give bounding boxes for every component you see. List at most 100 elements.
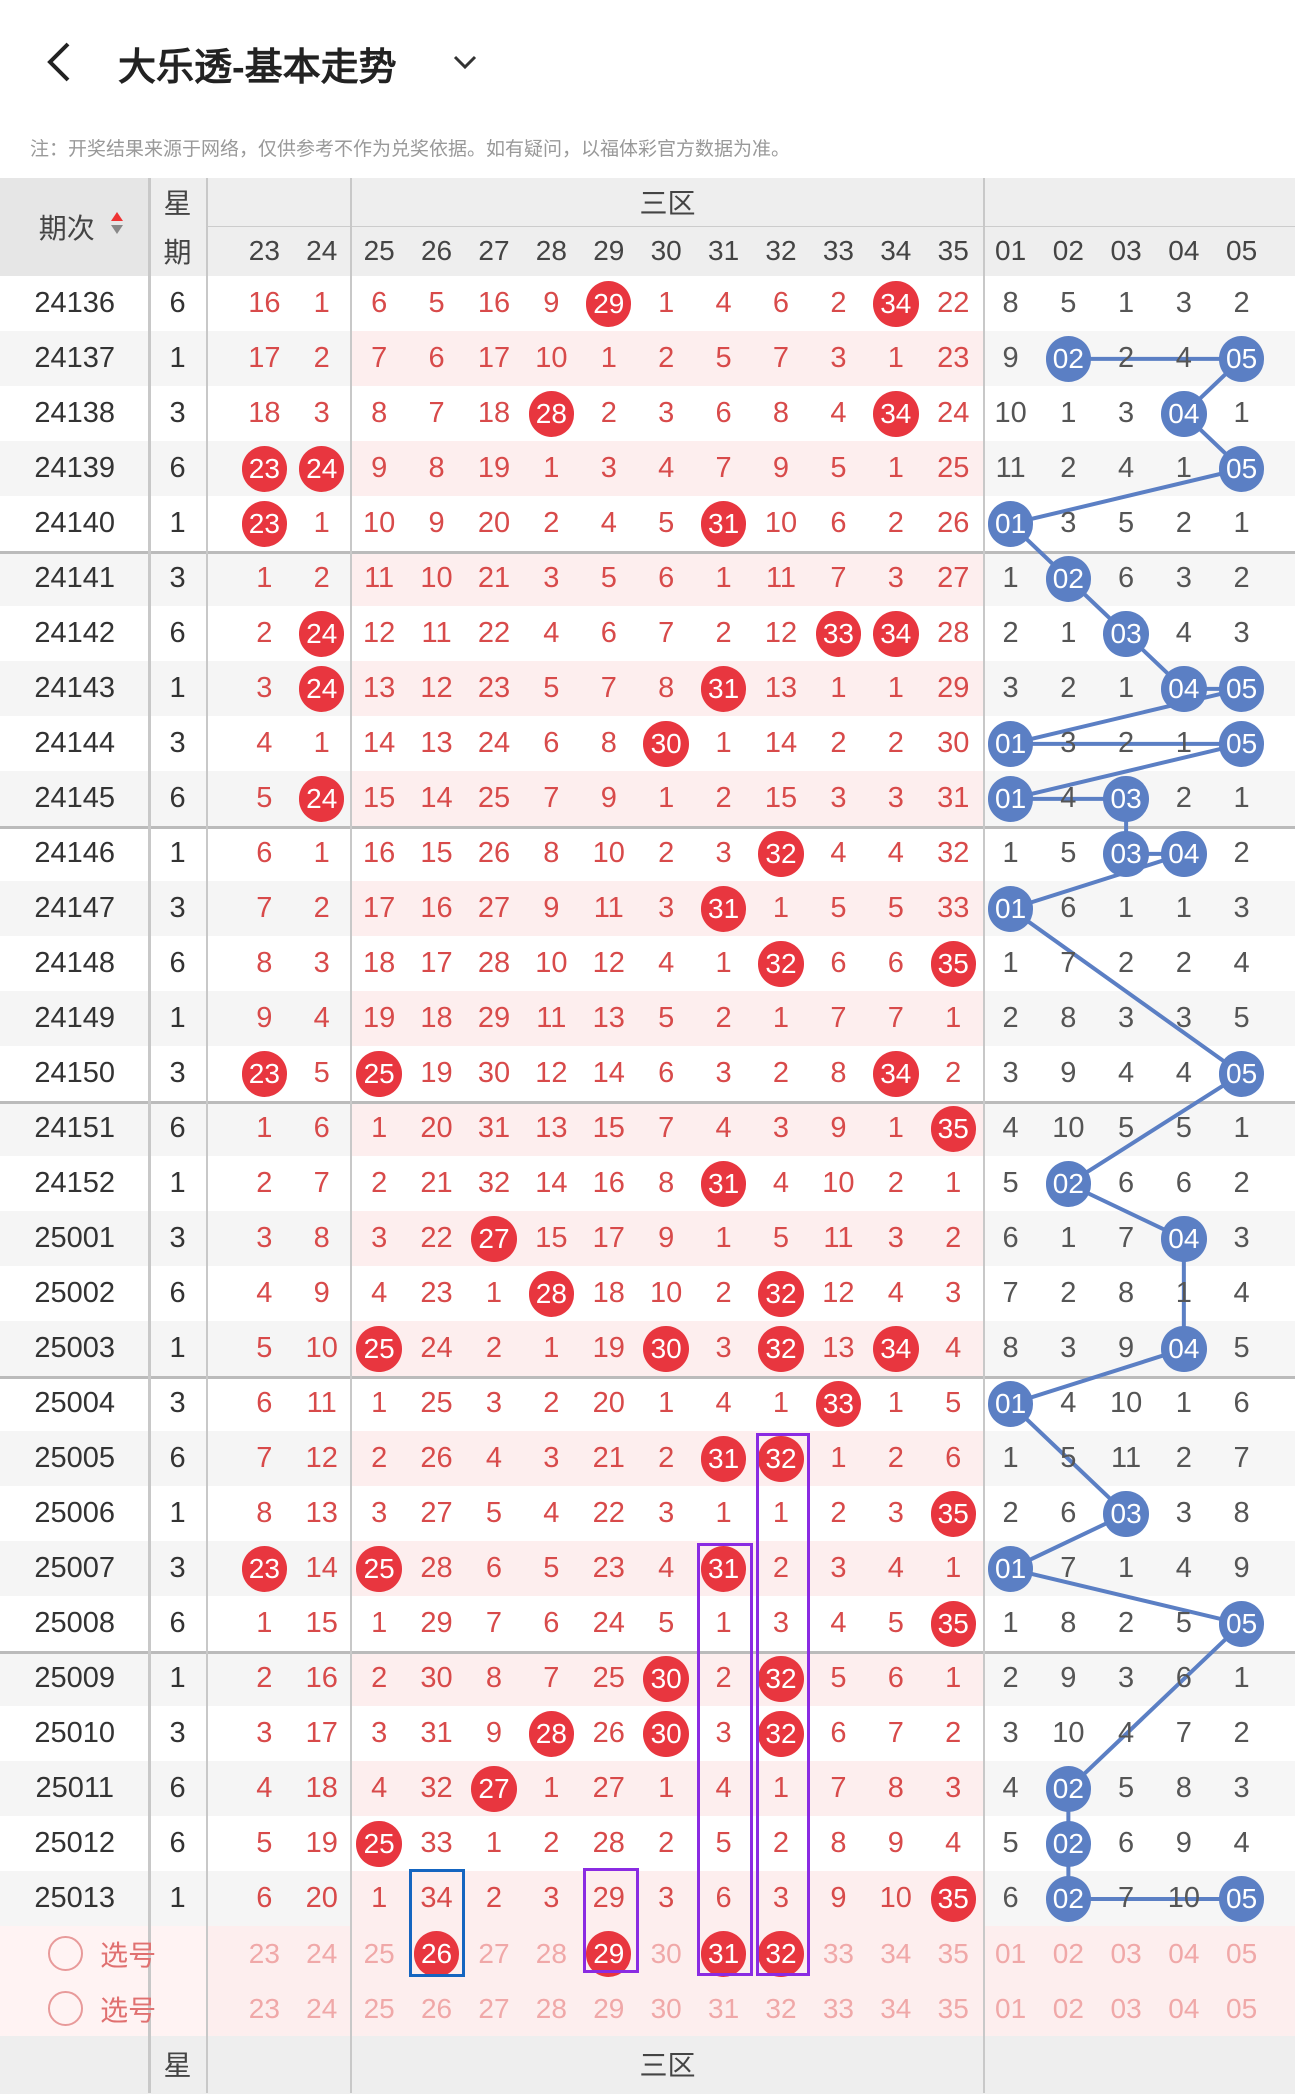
omission: 1 [1233,397,1250,430]
omission: 5 [887,1607,904,1640]
blue-ball: 01 [987,501,1034,547]
pick-col: 28 [535,1992,567,2024]
header-bg [0,177,1295,277]
omission: 17 [248,342,281,375]
omission: 18 [305,1772,338,1805]
omission: 34 [420,1882,453,1915]
omission: 5 [887,892,904,925]
omission: 2 [543,507,560,540]
omission: 7 [1233,1442,1250,1475]
group-line [0,1101,1295,1105]
blue-ball: 02 [1045,1766,1092,1812]
weekday: 6 [169,1112,186,1145]
omission: 15 [305,1607,338,1640]
red-ball: 23 [241,446,288,492]
back-button[interactable] [40,40,80,85]
blue-ball: 04 [1161,391,1207,437]
blue-ball: 05 [1218,1601,1265,1647]
omission: 7 [1118,1882,1135,1915]
omission: 9 [428,507,445,540]
blue-ball: 05 [1218,1051,1265,1097]
omission: 1 [1118,892,1135,925]
blue-ball: 05 [1218,336,1265,382]
omission: 4 [543,617,560,650]
row-bg [983,1651,1295,1707]
weekday: 1 [169,672,186,705]
red-ball: 25 [356,1546,402,1592]
omission: 2 [658,1827,675,1860]
omission: 6 [256,1387,273,1420]
dropdown-icon[interactable] [452,52,478,72]
omission: 17 [363,892,396,925]
omission: 10 [363,507,396,540]
omission: 2 [1060,672,1077,705]
omission: 2 [658,342,675,375]
blue-ball: 04 [1161,831,1207,877]
omission: 5 [830,1662,847,1695]
omission: 1 [1175,452,1192,485]
front-col-header: 29 [593,234,625,266]
omission: 3 [772,1607,790,1640]
header-line [206,225,1295,227]
pick-col: 33 [822,1992,854,2024]
sort-icon[interactable] [109,210,130,245]
omission: 25 [477,782,511,815]
omission: 30 [937,727,970,760]
omission: 5 [1175,1112,1192,1145]
omission: 9 [485,1717,503,1750]
omission: 30 [420,1662,453,1695]
omission: 2 [1233,1167,1250,1200]
omission: 4 [715,1772,732,1805]
row-bg [351,551,984,607]
issue: 25008 [34,1607,116,1640]
omission: 4 [1118,1717,1135,1750]
omission: 2 [658,1442,675,1475]
omission: 11 [364,562,395,595]
omission: 2 [256,1167,273,1200]
omission: 4 [1175,342,1192,375]
omission: 6 [1233,1387,1250,1420]
omission: 9 [830,1112,847,1145]
omission: 19 [420,1057,453,1090]
omission: 3 [256,672,273,705]
red-ball: 35 [930,1491,976,1537]
omission: 1 [887,1112,904,1145]
omission: 1 [1002,562,1019,595]
omission: 20 [420,1112,453,1145]
omission: 7 [543,782,560,815]
omission: 1 [543,1772,560,1805]
zone-header: 三区 [639,187,696,219]
omission: 18 [248,397,281,430]
red-ball: 25 [356,1051,402,1097]
weekday: 3 [169,727,186,760]
omission: 14 [420,782,453,815]
omission: 1 [313,507,330,540]
omission: 7 [543,1662,560,1695]
pick-col: 01 [995,1937,1027,1969]
red-ball: 24 [299,776,345,822]
omission: 8 [830,1057,847,1090]
omission: 7 [1060,1552,1077,1585]
issue: 24139 [34,452,116,485]
row-bg [0,1101,352,1157]
omission: 29 [937,672,970,705]
omission: 3 [371,1497,388,1530]
omission: 16 [477,287,511,320]
omission: 2 [485,1882,503,1915]
omission: 10 [1052,1717,1085,1750]
highlight-box [408,1869,465,1978]
pick-col: 25 [363,1937,395,1969]
weekday-header: 星 [163,187,192,219]
selected-ball: 31 [700,1931,747,1977]
weekday: 3 [169,1552,186,1585]
blue-ball: 04 [1161,666,1207,712]
issue: 25005 [34,1442,116,1475]
omission: 1 [1233,1112,1250,1145]
omission: 26 [477,837,511,870]
omission: 1 [371,1387,388,1420]
omission: 8 [1118,1277,1135,1310]
front-col-header: 26 [420,234,453,266]
omission: 3 [1118,1002,1135,1035]
weekday-header: 期 [163,236,192,268]
omission: 2 [887,727,904,760]
